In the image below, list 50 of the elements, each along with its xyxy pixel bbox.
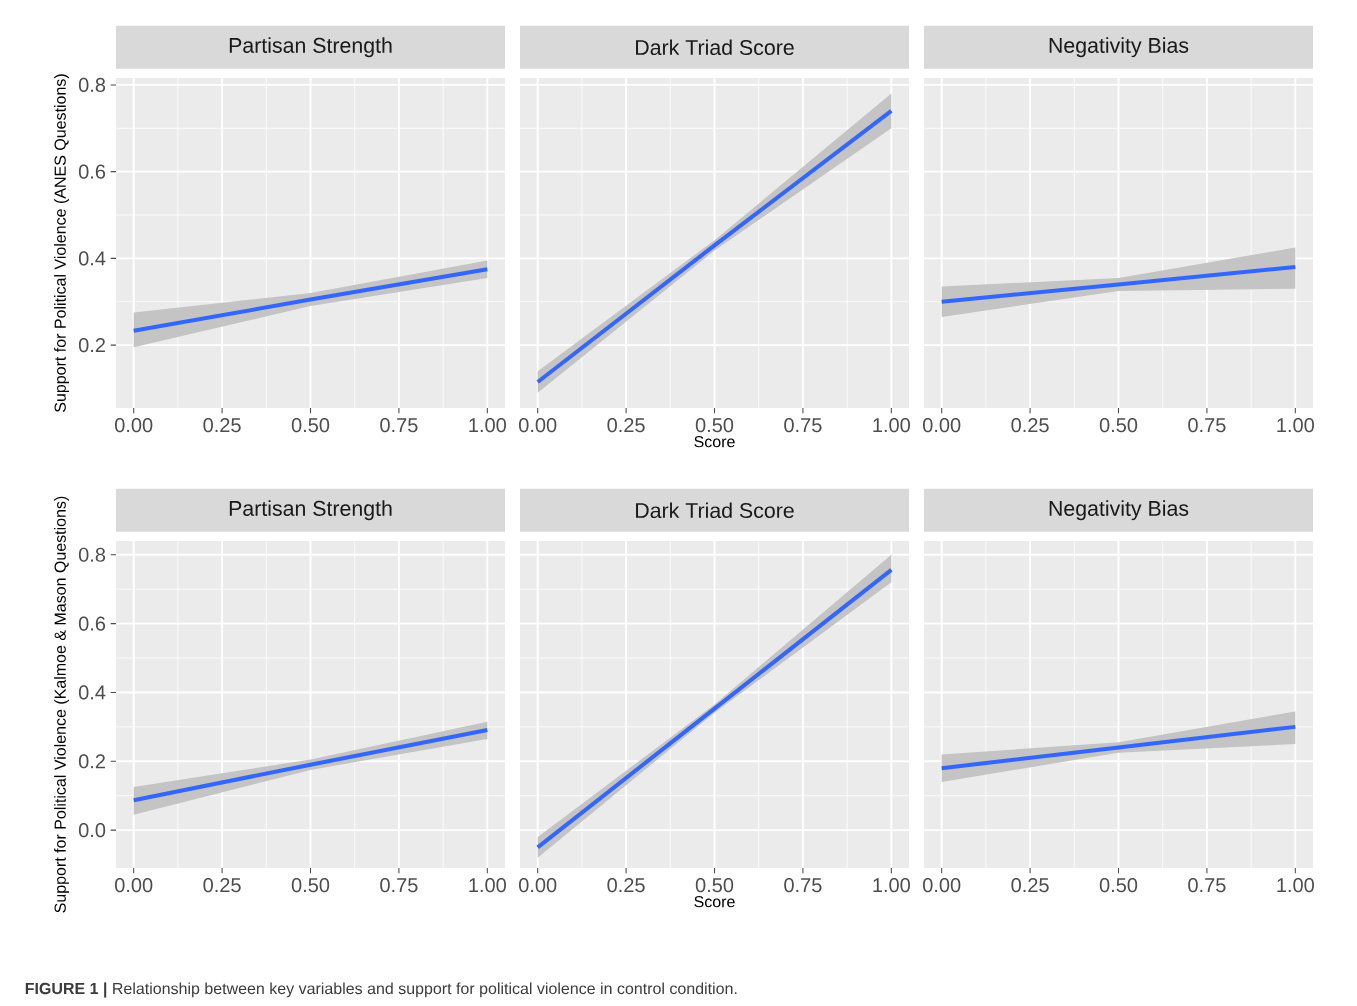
y-tick-label: 0.6: [78, 164, 106, 179]
chart-title: Negativity Bias: [1049, 500, 1189, 521]
chart-title: Negativity Bias: [1049, 37, 1189, 58]
x-tick-label: 0.00: [519, 878, 557, 893]
y-tick-label: 0.4: [78, 251, 106, 266]
chart-title: Dark Triad Score: [636, 39, 794, 56]
chart-title: Dark Triad Score: [636, 502, 794, 519]
y-tick-label: 0.2: [78, 754, 105, 769]
x-tick-label: 0.25: [1011, 878, 1049, 893]
x-tick-label: 0.75: [784, 878, 822, 893]
y-tick-label: 0.8: [78, 547, 106, 562]
x-tick-label: 0.00: [115, 878, 153, 893]
x-tick-label: 0.25: [1011, 418, 1049, 433]
x-tick-label: 0.25: [203, 418, 241, 433]
x-tick-label: 0.00: [923, 878, 961, 893]
x-tick-label: 0.50: [291, 878, 330, 893]
x-tick-label: 1.00: [873, 878, 910, 893]
x-axis-title: Score: [694, 896, 735, 908]
x-tick-label: 0.75: [380, 878, 418, 893]
x-tick-label: 0.50: [695, 418, 734, 433]
y-axis-title: Support for Political Violence (Kalmoe & Mason Questions): [54, 496, 70, 913]
x-tick-label: 0.25: [607, 418, 645, 433]
x-tick-label: 0.25: [203, 878, 241, 893]
x-tick-label: 0.00: [923, 418, 961, 433]
x-tick-label: 0.00: [115, 418, 153, 433]
y-tick-label: 0.2: [78, 338, 105, 353]
x-tick-label: 1.00: [469, 878, 506, 893]
x-tick-label: 0.00: [519, 418, 557, 433]
y-axis-title: Support for Political Violence (ANES Questions): [54, 74, 70, 412]
x-tick-label: 0.50: [291, 418, 330, 433]
x-tick-label: 0.75: [1188, 418, 1226, 433]
x-tick-label: 1.00: [469, 418, 506, 433]
x-tick-label: 0.25: [607, 878, 645, 893]
x-tick-label: 0.50: [695, 878, 734, 893]
y-tick-label: 0.4: [78, 685, 106, 700]
x-tick-label: 0.50: [1099, 418, 1138, 433]
chart-title: Partisan Strength: [229, 37, 392, 58]
y-tick-label: 0.8: [78, 77, 106, 92]
x-tick-label: 0.50: [1099, 878, 1138, 893]
x-tick-label: 0.75: [1188, 878, 1226, 893]
y-tick-label: 0.6: [78, 616, 106, 631]
x-tick-label: 1.00: [1277, 878, 1314, 893]
x-tick-label: 1.00: [1277, 418, 1314, 433]
text: FIGURE 1 | Relationship between key variables and support for political violence in control condition.: [25, 982, 737, 998]
x-tick-label: 1.00: [873, 418, 910, 433]
x-tick-label: 0.75: [380, 418, 418, 433]
y-tick-label: 0.0: [78, 823, 106, 838]
chart-title: Partisan Strength: [229, 500, 392, 521]
x-tick-label: 0.75: [784, 418, 822, 433]
x-axis-title: Score: [694, 436, 735, 448]
